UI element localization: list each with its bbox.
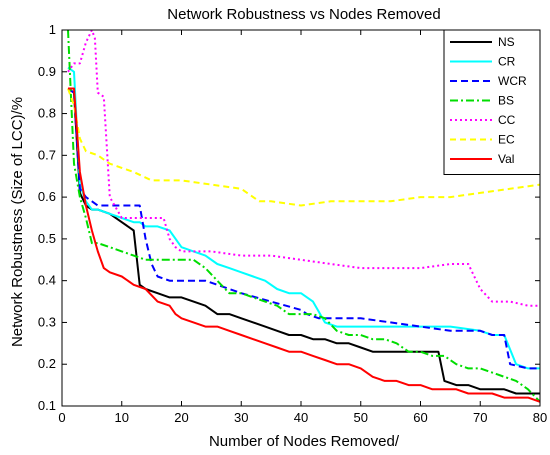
legend-label-wcr: WCR (498, 74, 527, 88)
legend-box (443, 29, 541, 175)
legend-label-cr: CR (498, 55, 516, 69)
y-tick-label: 0.1 (38, 398, 56, 413)
y-tick-label: 0.5 (38, 231, 56, 246)
x-tick-label: 40 (294, 410, 308, 425)
chart-title: Network Robustness vs Nodes Removed (167, 6, 440, 23)
x-tick-label: 0 (58, 410, 65, 425)
y-tick-label: 0.6 (38, 189, 56, 204)
y-tick-label: 0.9 (38, 64, 56, 79)
y-tick-label: 0.2 (38, 356, 56, 371)
y-tick-label: 0.3 (38, 314, 56, 329)
x-tick-label: 80 (533, 410, 547, 425)
series-line-ec (67, 88, 540, 207)
legend-label-cc: CC (498, 113, 516, 127)
x-tick-label: 10 (115, 410, 129, 425)
y-axis-label: Network Robustness (Size of LCC)/% (9, 97, 26, 347)
series-line-bs (67, 30, 540, 403)
legend-label-ns: NS (498, 35, 515, 49)
legend-label-bs: BS (498, 94, 514, 108)
series-line-cc (67, 30, 540, 307)
series-line-val (68, 87, 540, 403)
y-tick-label: 0.8 (38, 106, 56, 121)
plot-area: 0 10 20 30 40 50 60 70 80 0.1 0.2 0.3 0.4 0.5 0.6 0.7 0.… (38, 22, 547, 425)
x-tick-label: 50 (354, 410, 368, 425)
y-tick-label: 0.7 (38, 147, 56, 162)
series-line-cr (67, 66, 540, 370)
series-line-wcr (67, 87, 540, 370)
x-tick-label: 70 (473, 410, 487, 425)
x-axis-label: Number of Nodes Removed/ (209, 433, 400, 450)
series-line-ns (67, 87, 540, 395)
y-tick-label: 0.4 (38, 273, 56, 288)
legend-label-val: Val (498, 152, 514, 166)
legend-label-ec: EC (498, 133, 515, 147)
legend: NS CR WCR BS CC EC Val (443, 29, 541, 175)
x-tick-label: 60 (413, 410, 427, 425)
x-tick-label: 20 (174, 410, 188, 425)
y-tick-label: 1 (49, 22, 56, 37)
x-tick-label: 30 (234, 410, 248, 425)
